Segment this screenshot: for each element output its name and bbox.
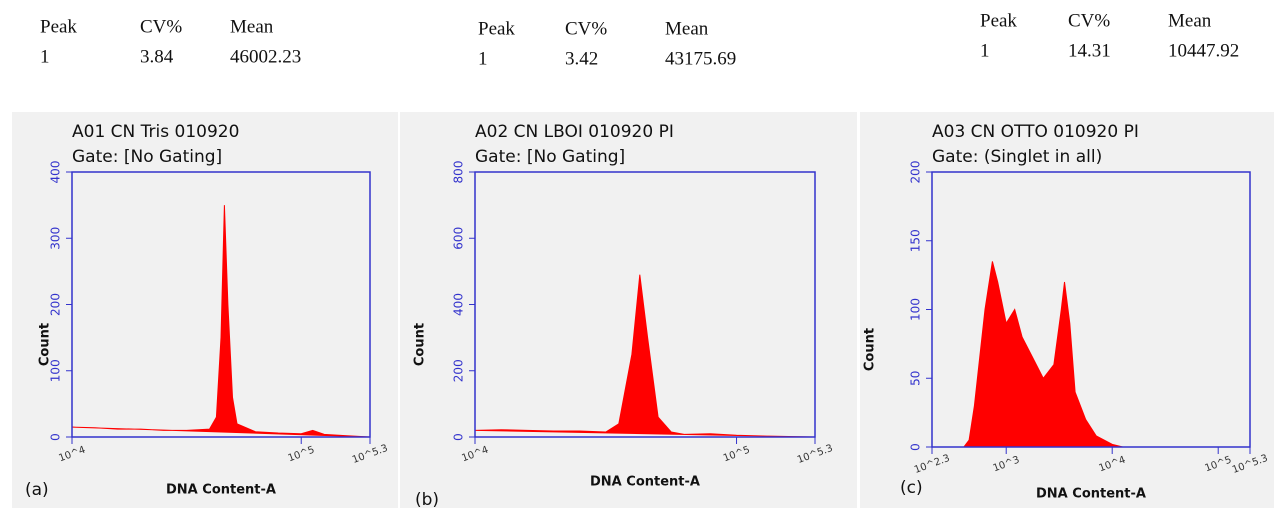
stats-header: Mean	[1168, 10, 1212, 31]
chart-subtitle: Gate: [No Gating]	[475, 147, 625, 167]
stats-value: 1	[478, 48, 488, 69]
stats-header: CV%	[1068, 10, 1110, 31]
stats-value: 3.84	[140, 46, 174, 67]
y-axis-label: Count	[863, 328, 878, 371]
y-tick-label: 0	[452, 433, 466, 441]
y-tick-label: 800	[452, 161, 466, 184]
chart-subtitle: Gate: (Singlet in all)	[932, 147, 1102, 167]
stats-value: 1	[980, 40, 990, 61]
stats-header: Peak	[980, 10, 1017, 31]
histogram	[962, 261, 1123, 448]
stats-value: 10447.92	[1168, 40, 1239, 61]
y-tick-label: 200	[49, 293, 63, 316]
stats-value: 46002.23	[230, 46, 301, 67]
stats-header: Peak	[40, 16, 77, 37]
stats-value: 14.31	[1068, 40, 1111, 61]
y-axis-label: Count	[413, 323, 428, 366]
stats-value: 43175.69	[665, 48, 736, 69]
stats-value: 3.42	[565, 48, 598, 69]
y-tick-label: 400	[49, 161, 63, 184]
y-tick-label: 0	[909, 443, 923, 451]
stats-value: 1	[40, 46, 50, 67]
y-tick-label: 0	[49, 433, 63, 441]
chart-title: A02 CN LBOI 010920 PI	[475, 122, 674, 142]
stats-header: Mean	[665, 18, 709, 39]
stats-header: CV%	[565, 18, 607, 39]
stats-header: Mean	[230, 16, 274, 37]
stats-header: CV%	[140, 16, 182, 37]
y-tick-label: 200	[452, 359, 466, 382]
x-axis-label: DNA Content-A	[590, 475, 700, 490]
histogram	[474, 274, 816, 438]
y-tick-label: 50	[909, 371, 923, 386]
panel-label: (c)	[900, 478, 923, 498]
y-tick-label: 100	[909, 298, 923, 321]
y-axis-label: Count	[38, 323, 53, 366]
y-tick-label: 400	[452, 293, 466, 316]
chart-subtitle: Gate: [No Gating]	[72, 147, 222, 167]
panel-label: (a)	[25, 480, 49, 500]
histogram	[71, 205, 371, 438]
y-tick-label: 200	[909, 161, 923, 184]
panel-bg	[12, 112, 398, 508]
chart-title: A03 CN OTTO 010920 PI	[932, 122, 1139, 142]
y-tick-label: 300	[49, 227, 63, 250]
panel-bg	[400, 112, 857, 508]
x-axis-label: DNA Content-A	[166, 483, 276, 498]
stats-header: Peak	[478, 18, 515, 39]
chart-title: A01 CN Tris 010920	[72, 122, 239, 142]
x-axis-label: DNA Content-A	[1036, 487, 1146, 502]
y-tick-label: 150	[909, 229, 923, 252]
y-tick-label: 100	[49, 359, 63, 382]
panel-label: (b)	[415, 490, 439, 508]
y-tick-label: 600	[452, 227, 466, 250]
